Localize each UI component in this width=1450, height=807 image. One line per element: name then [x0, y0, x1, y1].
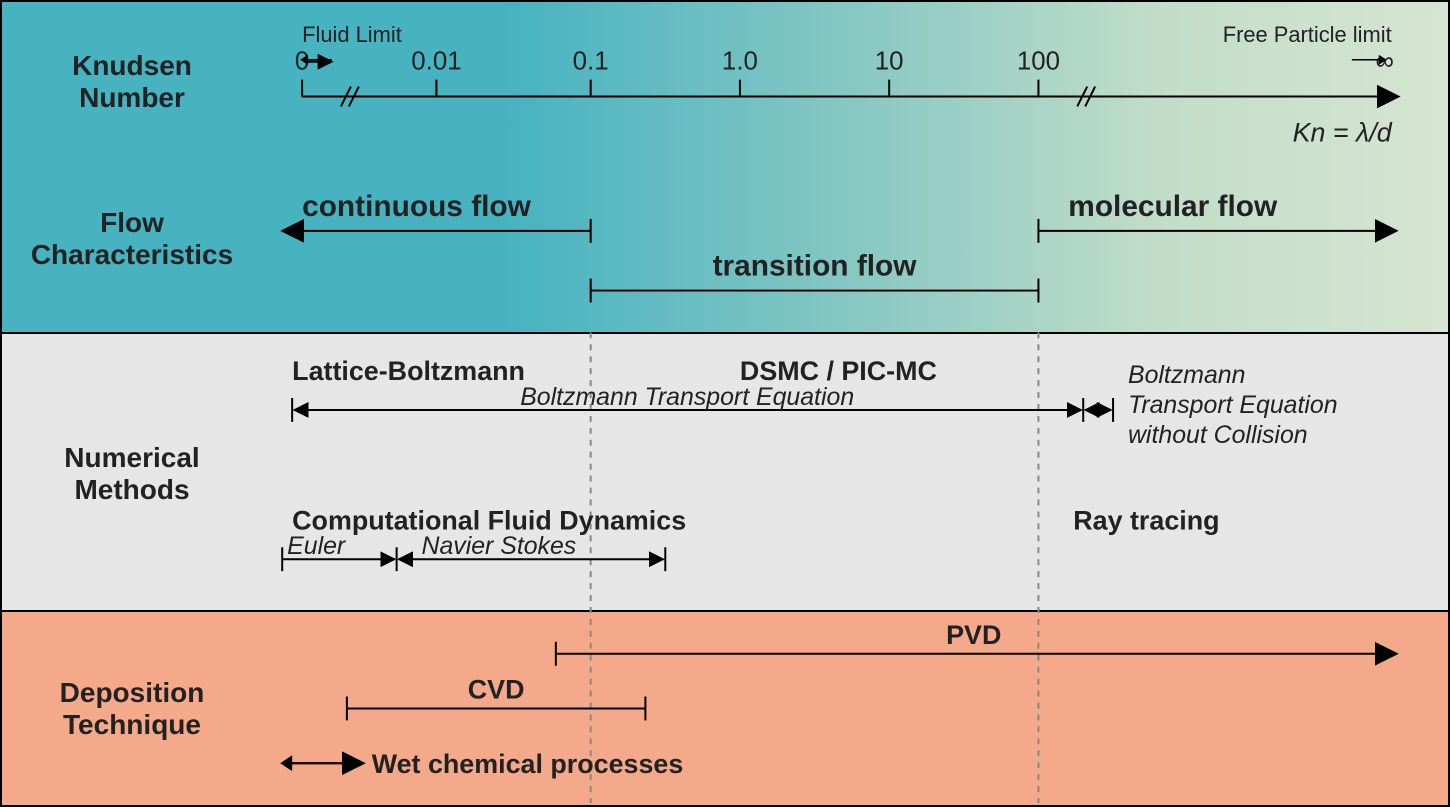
- pvd-label: PVD: [946, 620, 1001, 650]
- tick-p01: 0.01: [411, 48, 461, 76]
- deposition-ranges: PVD CVD Wet chemical processes: [280, 620, 1394, 779]
- dsmc-label: DSMC / PIC-MC: [740, 356, 937, 386]
- kn-formula: Kn = λ/d: [1293, 117, 1393, 147]
- ray-tracing-label: Ray tracing: [1073, 505, 1219, 535]
- tick-p1: 0.1: [573, 48, 609, 76]
- tick-hundred: 100: [1017, 48, 1060, 76]
- molecular-flow-label: molecular flow: [1068, 190, 1278, 223]
- tick-one: 1.0: [722, 48, 758, 76]
- flow-ranges: continuous flow molecular flow transitio…: [284, 190, 1394, 303]
- euler-label: Euler: [287, 532, 347, 560]
- ns-label: Navier Stokes: [422, 532, 577, 560]
- tick-ten: 10: [875, 48, 904, 76]
- methods-ranges: Lattice-Boltzmann DSMC / PIC-MC Boltzman…: [282, 356, 1337, 571]
- cfd-label: Computational Fluid Dynamics: [292, 505, 686, 535]
- lattice-boltzmann-label: Lattice-Boltzmann: [292, 356, 525, 386]
- diagram-svg: 00.010.11.010100∞ Fluid Limit Free Parti…: [2, 2, 1448, 805]
- bte-label: Boltzmann Transport Equation: [520, 383, 854, 411]
- bte-nc-l3: without Collision: [1128, 421, 1308, 449]
- fluid-limit-label: Fluid Limit: [302, 22, 402, 47]
- bte-nc-l1: Boltzmann: [1128, 361, 1245, 389]
- tick-inf: ∞: [1375, 48, 1393, 76]
- wet-label: Wet chemical processes: [372, 749, 684, 779]
- free-particle-limit-label: Free Particle limit: [1223, 22, 1392, 47]
- knudsen-diagram: Knudsen Number Flow Characteristics Nume…: [0, 0, 1450, 807]
- cvd-label: CVD: [468, 675, 525, 705]
- knudsen-axis: 00.010.11.010100∞ Fluid Limit Free Parti…: [295, 22, 1397, 148]
- continuous-flow-label: continuous flow: [302, 190, 532, 223]
- bte-nc-l2: Transport Equation: [1128, 391, 1338, 419]
- transition-flow-label: transition flow: [713, 250, 918, 283]
